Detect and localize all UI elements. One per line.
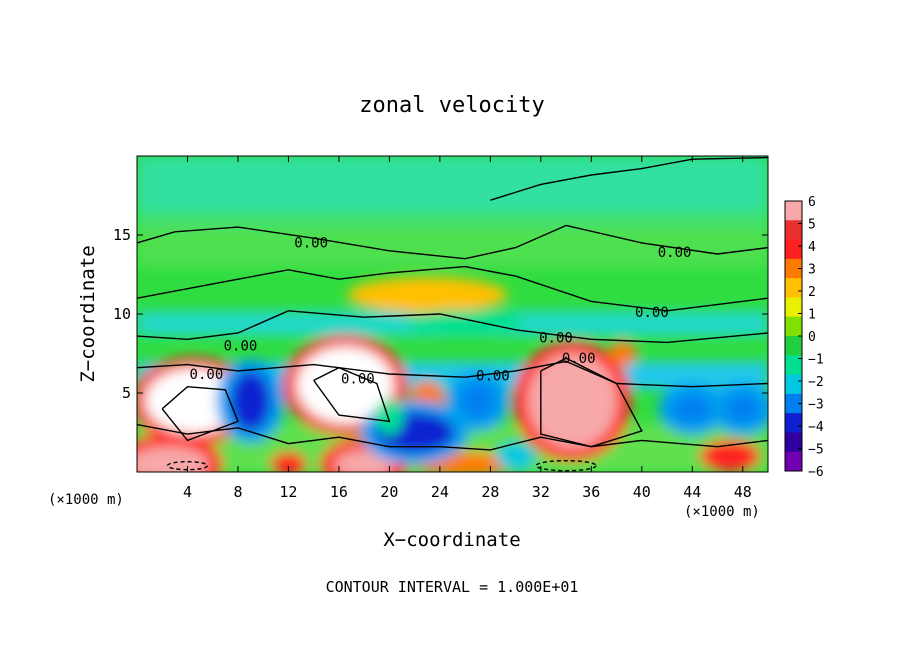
colorbar: 6 5 4 3 2 1 0 −1 −2 −3 −4 −5 −6 [784, 195, 824, 480]
colorbar-tick-label: −6 [808, 465, 824, 480]
contour-interval-text: CONTOUR INTERVAL = 1.000E+01 [326, 578, 579, 596]
x-tick-label: 24 [431, 483, 449, 501]
colorbar-tick-label: 5 [808, 218, 816, 233]
colorbar-tick-label: −5 [808, 443, 824, 458]
colorbar-swatch [785, 374, 802, 395]
field-feature [375, 398, 404, 435]
colorbar-tick-label: −4 [808, 420, 824, 435]
x-tick-label: 20 [380, 483, 398, 501]
chart-title: zonal velocity [359, 93, 544, 118]
plot-area: 0.000.000.000.00 0.000.000.000.000.00 [137, 156, 768, 472]
x-axis: 4 8 12 16 20 24 28 32 36 40 44 48 [183, 156, 752, 501]
colorbar-tick-label: −2 [808, 375, 824, 390]
colorbar-swatch [785, 239, 802, 260]
y-axis: 5 10 15 [113, 226, 768, 402]
contour-line [137, 265, 768, 312]
colorbar-swatch [785, 297, 802, 318]
colorbar-tick-label: 0 [808, 330, 816, 345]
field-feature [405, 309, 526, 334]
colorbar-swatch [785, 393, 802, 414]
field-feature [700, 440, 761, 472]
contour-line [137, 360, 768, 388]
contour-label: 0.00 [658, 245, 692, 261]
colorbar-swatch [785, 336, 802, 356]
y-axis-label: Z−coordinate [77, 245, 99, 382]
contour-line [540, 357, 643, 448]
field-feature [270, 452, 307, 472]
field-band [137, 156, 768, 212]
x-unit-label-left: (×1000 m) [48, 492, 124, 508]
contour-label: 0.00 [224, 338, 258, 354]
contour-label: 0.00 [539, 330, 573, 346]
colorbar-swatch [785, 432, 802, 453]
field-feature [145, 368, 242, 433]
contour-label: 0.00 [294, 236, 328, 252]
contour-label-group: 0.000.000.000.00 0.000.000.000.000.00 [190, 236, 692, 388]
x-tick-label: 28 [481, 483, 499, 501]
contour-lines [137, 156, 768, 472]
contour-line [490, 156, 768, 201]
colorbar-tick-label: 6 [808, 195, 816, 210]
y-tick-label: 10 [113, 305, 131, 323]
contour-line [137, 423, 768, 451]
contour-line [313, 366, 391, 423]
x-unit-label-right: (×1000 m) [684, 504, 760, 520]
field-feature [459, 382, 496, 419]
field-feature [608, 341, 637, 366]
field-band [137, 227, 768, 267]
x-axis-label: X−coordinate [383, 529, 520, 551]
x-tick-label: 48 [734, 483, 752, 501]
colorbar-tick-label: 3 [808, 263, 816, 278]
field-feature [672, 394, 713, 423]
colorbar-tick-label: 1 [808, 308, 816, 323]
contour-label: 0.00 [562, 351, 596, 367]
contour-label: 0.00 [341, 372, 375, 388]
contour-line-negative [166, 460, 209, 471]
colorbar-swatch [785, 258, 802, 279]
colorbar-swatch [785, 278, 802, 298]
colorbar-swatch [785, 201, 802, 221]
contour-line-negative [535, 459, 597, 472]
field-feature [724, 394, 761, 423]
field-feature [527, 352, 618, 449]
colorbar-tick-label: 2 [808, 285, 816, 300]
colorbar-swatch [785, 451, 802, 472]
field-feature [137, 446, 209, 472]
field-feature [230, 370, 271, 431]
x-tick-label: 8 [233, 483, 242, 501]
contour-line [137, 310, 768, 344]
x-tick-label: 44 [683, 483, 701, 501]
colorbar-swatch [785, 316, 802, 337]
x-tick-label: 16 [330, 483, 348, 501]
y-tick-label: 5 [122, 384, 131, 402]
x-tick-label: 12 [279, 483, 297, 501]
colorbar-swatch [785, 220, 802, 241]
x-tick-label: 40 [633, 483, 651, 501]
contour-line [137, 224, 768, 260]
contour-label: 0.00 [190, 367, 224, 383]
contour-label: 0.00 [635, 305, 669, 321]
field-feature [347, 277, 508, 314]
colorbar-tick-label: −3 [808, 398, 824, 413]
colorbar-swatch [785, 413, 802, 433]
contour-line [161, 385, 239, 442]
field-feature [495, 442, 536, 471]
x-tick-label: 32 [532, 483, 550, 501]
x-tick-label: 36 [582, 483, 600, 501]
colorbar-tick-label: 4 [808, 240, 816, 255]
velocity-field [137, 156, 768, 472]
colorbar-tick-label: −1 [808, 353, 824, 368]
colorbar-swatch [785, 355, 802, 376]
x-tick-label: 4 [183, 483, 192, 501]
contour-label: 0.00 [476, 368, 510, 384]
y-tick-label: 15 [113, 226, 131, 244]
